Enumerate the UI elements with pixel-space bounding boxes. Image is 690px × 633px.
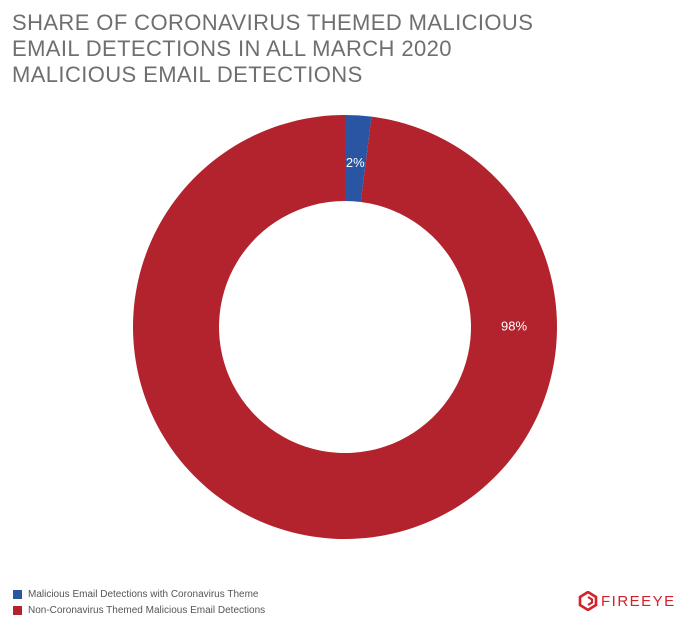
chart-title: SHARE OF CORONAVIRUS THEMED MALICIOUS EM… <box>12 10 534 87</box>
chart-data-labels: 2% 98% <box>346 155 528 334</box>
slice-non-coronavirus <box>132 115 557 539</box>
data-label-non-coronavirus: 98% <box>501 318 527 333</box>
chart-slices <box>132 115 557 539</box>
fireeye-logo: FIREEYE <box>578 591 676 611</box>
chart-legend: Malicious Email Detections with Coronavi… <box>13 586 265 618</box>
legend-label-non-coronavirus: Non-Coronavirus Themed Malicious Email D… <box>28 604 266 616</box>
legend-item-non-coronavirus: Non-Coronavirus Themed Malicious Email D… <box>13 602 265 618</box>
legend-swatch-non-coronavirus <box>13 605 22 615</box>
fireeye-logo-icon <box>578 591 598 611</box>
data-label-coronavirus: 2% <box>346 155 365 170</box>
legend-swatch-coronavirus <box>13 589 22 599</box>
slice-coronavirus <box>345 115 372 202</box>
legend-label-coronavirus: Malicious Email Detections with Coronavi… <box>28 588 259 600</box>
legend-item-coronavirus: Malicious Email Detections with Coronavi… <box>13 586 265 602</box>
logo-text: FIREEYE <box>601 592 676 610</box>
